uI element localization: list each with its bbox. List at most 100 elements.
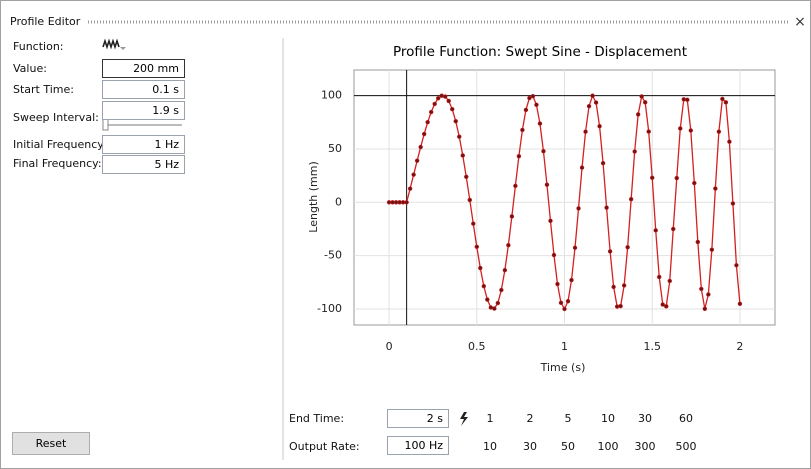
data-point (425, 119, 430, 125)
x-tick-label: 0 (386, 340, 393, 353)
data-point (604, 205, 609, 210)
data-point (681, 97, 686, 102)
data-point (618, 303, 623, 309)
data-point (453, 119, 458, 124)
data-point (586, 103, 592, 109)
data-point (471, 221, 476, 226)
data-point (527, 95, 532, 101)
data-point (432, 101, 437, 107)
data-point (664, 304, 669, 309)
data-point (716, 129, 722, 134)
data-point (650, 175, 655, 180)
data-point (534, 102, 539, 107)
data-point (576, 206, 581, 211)
output-rate-label: Output Rate: (289, 440, 360, 453)
initial-frequency-input[interactable]: 1 Hz (102, 135, 185, 154)
y-tick-label: -50 (324, 249, 342, 262)
preset-link[interactable]: 30 (523, 440, 537, 453)
preset-link[interactable]: 10 (483, 440, 497, 453)
preset-link[interactable]: 60 (679, 412, 693, 425)
function-icon (102, 38, 126, 50)
chart-title: Profile Function: Swept Sine - Displacem… (393, 44, 687, 60)
data-point (646, 129, 651, 134)
data-point (457, 134, 462, 139)
data-point (671, 226, 676, 232)
y-tick-label: 100 (321, 89, 342, 102)
data-point (460, 153, 465, 158)
data-point (404, 200, 409, 205)
data-point (695, 239, 701, 245)
output-rate-input[interactable]: 100 Hz (387, 436, 449, 455)
data-point (506, 242, 511, 248)
data-point (590, 93, 595, 98)
data-point (625, 245, 630, 250)
data-point (702, 306, 708, 311)
data-point (579, 165, 585, 170)
data-point (407, 186, 413, 191)
data-point (443, 94, 448, 99)
preset-link[interactable]: 300 (634, 440, 656, 453)
field-label: Initial Frequency: (13, 138, 107, 151)
data-point (678, 126, 683, 131)
start-time-input[interactable]: 0.1 s (102, 80, 185, 99)
data-point (492, 306, 497, 311)
data-point (520, 127, 525, 133)
data-point (688, 128, 693, 133)
data-point (495, 300, 501, 306)
data-point (674, 175, 679, 181)
data-point (555, 281, 560, 287)
data-point (523, 107, 529, 113)
data-point (611, 284, 616, 290)
data-point (720, 96, 725, 102)
data-point (502, 267, 508, 273)
final-frequency-input[interactable]: 5 Hz (102, 155, 185, 174)
data-point (734, 263, 739, 268)
x-tick-label: 2 (736, 340, 743, 353)
end-time-input[interactable]: 2 s (387, 409, 449, 428)
preset-link[interactable]: 50 (561, 440, 575, 453)
data-point (541, 148, 546, 154)
reset-button[interactable]: Reset (12, 432, 90, 455)
lightning-icon[interactable] (460, 412, 468, 426)
field-label: Start Time: (13, 83, 74, 96)
data-point (414, 158, 420, 163)
data-point (642, 100, 648, 105)
data-point (709, 247, 715, 252)
preset-link[interactable]: 10 (601, 412, 615, 425)
data-point (421, 131, 427, 137)
data-point (713, 186, 718, 191)
data-point (569, 277, 574, 283)
preset-link[interactable]: 2 (526, 412, 534, 425)
field-label: Value: (13, 62, 47, 75)
x-tick-label: 1.5 (643, 340, 661, 353)
preset-link[interactable]: 100 (597, 440, 619, 453)
x-tick-label: 1 (561, 340, 568, 353)
field-label: Sweep Interval: (13, 111, 99, 124)
data-point (593, 100, 599, 105)
data-point (450, 106, 455, 112)
data-point (418, 144, 423, 150)
data-point (699, 286, 704, 292)
value-input[interactable]: 200 mm (102, 59, 185, 78)
close-button[interactable]: × (794, 14, 806, 30)
data-point (632, 149, 637, 154)
data-point (478, 265, 483, 271)
data-point (628, 197, 634, 202)
preset-link[interactable]: 500 (675, 440, 697, 453)
data-point (530, 93, 536, 99)
preset-link[interactable]: 5 (564, 412, 572, 425)
data-point (467, 197, 472, 203)
data-point (464, 174, 469, 180)
data-point (439, 93, 444, 98)
data-point (572, 245, 578, 250)
data-point (551, 252, 557, 258)
preset-link[interactable]: 1 (486, 412, 494, 425)
y-tick-label: 50 (328, 142, 342, 155)
data-point (635, 112, 641, 117)
sweep-slider[interactable] (102, 118, 182, 131)
data-point (607, 249, 613, 254)
sweep-interval-input[interactable]: 1.9 s (102, 101, 185, 120)
preset-link[interactable]: 30 (638, 412, 652, 425)
data-point (657, 274, 662, 280)
data-point (583, 129, 588, 134)
